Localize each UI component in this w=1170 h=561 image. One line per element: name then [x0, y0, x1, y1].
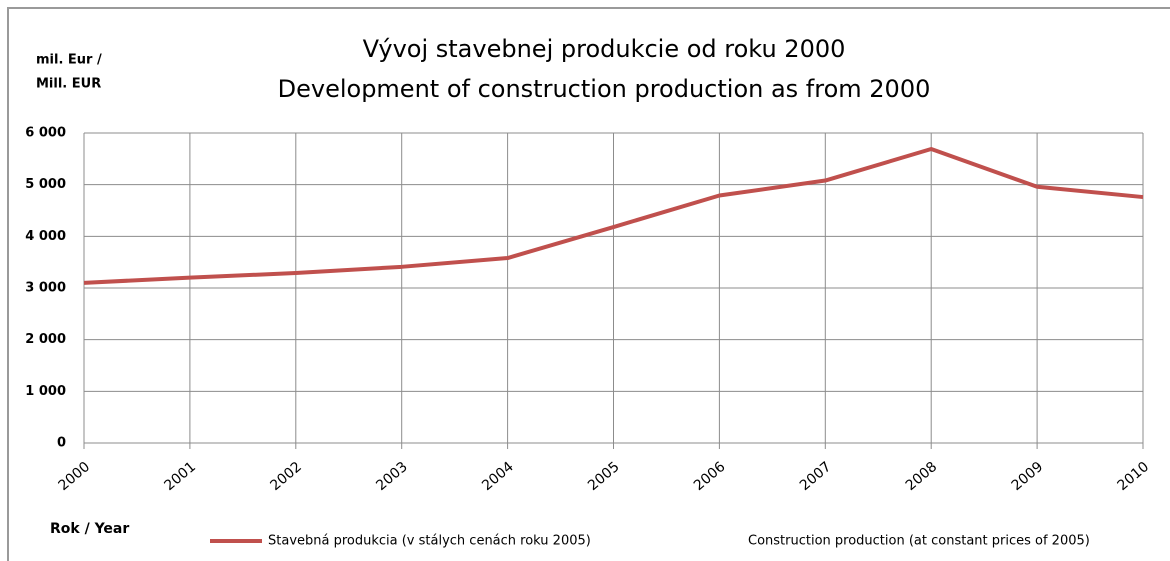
y-tick-label: 0 — [57, 436, 66, 451]
x-axis-label: Rok / Year — [50, 521, 129, 537]
y-tick-label: 6 000 — [25, 126, 66, 141]
y-tick-label: 1 000 — [25, 384, 66, 399]
y-axis-label: mil. Eur / — [36, 53, 102, 68]
y-tick-label: 2 000 — [25, 332, 66, 347]
y-axis-label: Mill. EUR — [36, 77, 101, 92]
legend-label: Stavebná produkcia (v stálych cenách rok… — [268, 534, 591, 549]
series-line — [83, 147, 1144, 285]
y-tick-label: 3 000 — [25, 281, 66, 296]
y-tick-label: 4 000 — [25, 229, 66, 244]
chart-frame — [7, 7, 1170, 561]
y-tick-label: 5 000 — [25, 177, 66, 192]
chart-subtitle: Development of construction production a… — [278, 75, 931, 103]
chart-title: Vývoj stavebnej produkcie od roku 2000 — [363, 35, 846, 63]
legend-note: Construction production (at constant pri… — [748, 534, 1090, 549]
